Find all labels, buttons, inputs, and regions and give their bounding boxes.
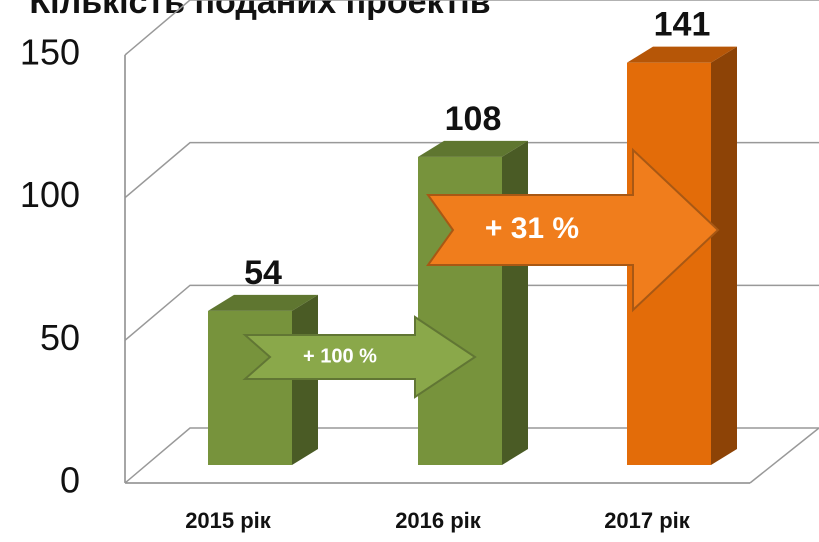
data-label: 141 xyxy=(654,6,711,44)
bar-side xyxy=(502,141,528,465)
data-label: 54 xyxy=(244,254,282,292)
growth-label: + 100 % xyxy=(303,345,377,367)
growth-label: + 31 % xyxy=(485,212,579,245)
chart-title: Кількість поданих проектів xyxy=(29,0,490,21)
floor-edge xyxy=(750,428,819,483)
x-tick-label: 2015 рік xyxy=(185,508,272,533)
y-tick-label: 0 xyxy=(60,460,80,501)
y-tick-label: 100 xyxy=(20,174,80,215)
y-tick-label: 150 xyxy=(20,32,80,73)
chart: Кількість поданих проектів 0 50 100 150 54 20… xyxy=(0,0,819,542)
bar-side xyxy=(711,47,737,465)
data-label: 108 xyxy=(445,100,502,138)
y-tick-label: 50 xyxy=(40,317,80,358)
x-tick-label: 2016 рік xyxy=(395,508,482,533)
x-tick-label: 2017 рік xyxy=(604,508,691,533)
